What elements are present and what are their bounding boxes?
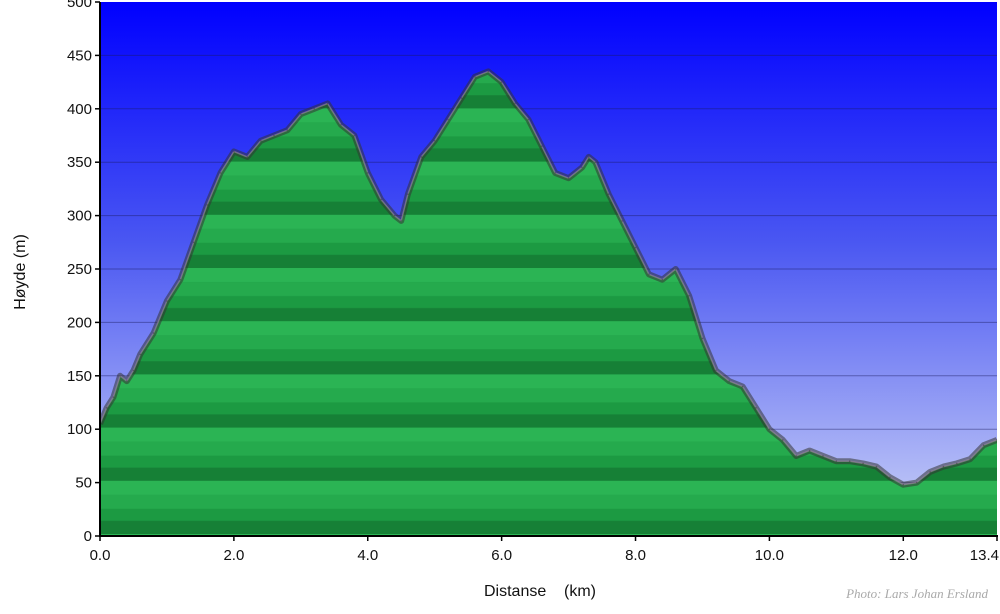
elevation-point xyxy=(433,140,436,142)
elevation-point xyxy=(192,241,195,244)
elevation-point xyxy=(661,278,664,281)
elevation-point xyxy=(340,124,342,126)
elevation-point xyxy=(393,214,396,217)
elevation-point xyxy=(487,70,490,73)
elevation-point xyxy=(380,198,382,201)
elevation-point xyxy=(835,460,838,463)
elevation-point xyxy=(219,172,222,174)
elevation-point xyxy=(326,102,329,105)
elevation-point xyxy=(822,455,824,457)
elevation-point xyxy=(782,439,784,441)
elevation-point xyxy=(112,396,115,399)
y-tick-label: 150 xyxy=(67,368,92,385)
elevation-point xyxy=(286,129,289,131)
elevation-point xyxy=(587,156,590,158)
elevation-point xyxy=(474,76,476,78)
x-tick-label: 4.0 xyxy=(357,547,378,564)
elevation-point xyxy=(367,172,369,174)
elevation-point xyxy=(581,166,583,169)
elevation-point xyxy=(259,140,262,142)
y-tick-label: 450 xyxy=(67,47,92,64)
elevation-point xyxy=(206,204,208,206)
elevation-point xyxy=(554,172,556,174)
elevation-point xyxy=(795,455,797,457)
elevation-point xyxy=(300,113,302,115)
y-tick-label: 0 xyxy=(84,528,92,545)
y-tick-label: 250 xyxy=(67,261,92,278)
elevation-point xyxy=(246,156,249,158)
elevation-point xyxy=(139,353,141,356)
elevation-point xyxy=(969,458,971,460)
x-tick-label: 12.0 xyxy=(889,547,918,564)
elevation-point xyxy=(688,294,690,297)
elevation-point xyxy=(233,150,235,153)
elevation-point xyxy=(728,380,730,382)
elevation-point xyxy=(648,273,650,276)
elevation-point xyxy=(755,407,757,409)
elevation-point xyxy=(166,300,168,302)
elevation-point xyxy=(715,369,717,372)
elevation-point xyxy=(634,246,637,249)
elevation-point xyxy=(701,337,704,340)
x-tick-label: 0.0 xyxy=(90,547,111,564)
elevation-point xyxy=(500,81,503,83)
y-tick-label: 350 xyxy=(67,154,92,171)
elevation-point xyxy=(594,161,597,163)
elevation-point xyxy=(607,193,610,195)
elevation-point xyxy=(848,460,851,463)
y-axis-label: Høyde (m) xyxy=(12,234,29,310)
elevation-point xyxy=(126,380,128,382)
elevation-point xyxy=(982,444,985,447)
x-axis-ticks: 0.0 2.0 4.0 6.0 8.0 10.0 12.0 13.4 xyxy=(90,536,999,564)
x-axis-label: Distanse (km) xyxy=(484,583,596,600)
elevation-point xyxy=(567,177,570,179)
x-tick-label: 2.0 xyxy=(223,547,244,564)
elevation-point xyxy=(875,465,878,468)
x-tick-label: 8.0 xyxy=(625,547,646,564)
x-tick-label: 13.4 xyxy=(970,547,999,564)
elevation-area xyxy=(100,71,997,536)
elevation-point xyxy=(407,193,409,195)
elevation-point xyxy=(996,439,997,441)
elevation-point xyxy=(808,449,811,452)
x-tick-label: 10.0 xyxy=(755,547,784,564)
elevation-point xyxy=(956,462,958,465)
elevation-point xyxy=(541,145,543,147)
elevation-point xyxy=(119,375,121,377)
elevation-point xyxy=(353,134,356,137)
elevation-point xyxy=(929,471,931,473)
elevation-point xyxy=(902,483,905,486)
y-tick-label: 500 xyxy=(67,0,92,11)
y-tick-label: 100 xyxy=(67,421,92,438)
elevation-point xyxy=(862,462,864,465)
elevation-point xyxy=(179,278,182,281)
elevation-point xyxy=(313,108,316,110)
elevation-point xyxy=(915,481,918,484)
y-tick-label: 400 xyxy=(67,101,92,118)
elevation-point xyxy=(152,332,155,334)
elevation-point xyxy=(768,428,771,431)
y-tick-label: 50 xyxy=(75,475,92,492)
elevation-point xyxy=(942,465,945,468)
elevation-point xyxy=(741,385,744,388)
elevation-point xyxy=(132,369,135,372)
elevation-point xyxy=(514,102,516,105)
elevation-point xyxy=(447,118,449,121)
y-axis-ticks: 0 50 100 150 200 250 300 350 400 450 500 xyxy=(67,0,100,545)
photo-credit: Photo: Lars Johan Ersland xyxy=(845,586,988,601)
y-tick-label: 300 xyxy=(67,208,92,225)
elevation-point xyxy=(460,97,463,99)
elevation-point xyxy=(105,407,108,409)
x-tick-label: 6.0 xyxy=(491,547,512,564)
elevation-point xyxy=(889,476,891,479)
elevation-point xyxy=(273,134,275,137)
y-tick-label: 200 xyxy=(67,314,92,331)
elevation-point xyxy=(400,220,403,222)
elevation-point xyxy=(420,156,423,158)
elevation-point xyxy=(621,220,623,222)
elevation-point xyxy=(527,118,530,121)
elevation-point xyxy=(674,268,677,270)
